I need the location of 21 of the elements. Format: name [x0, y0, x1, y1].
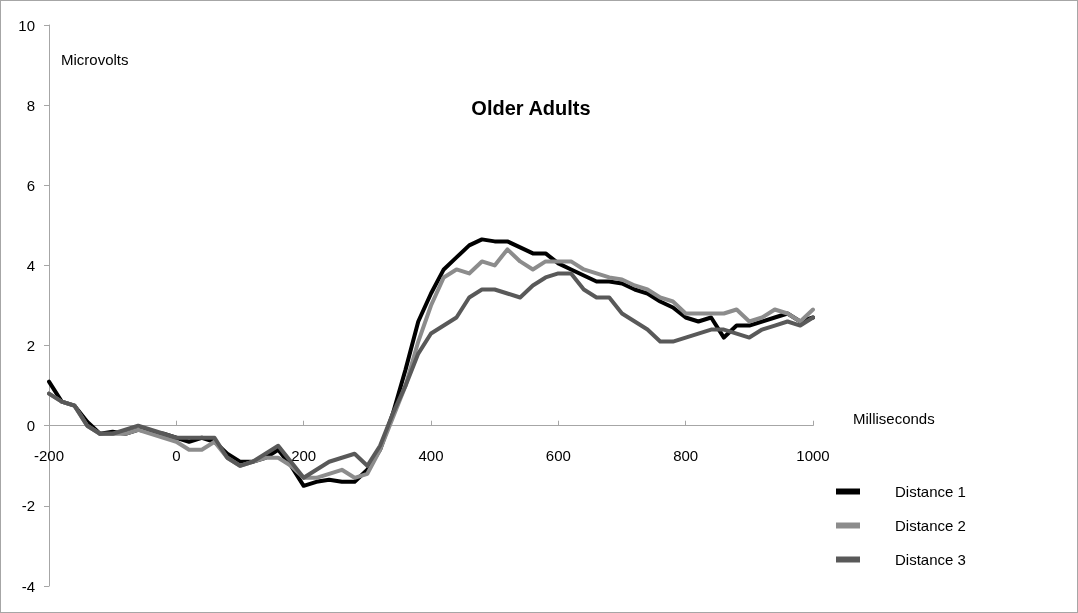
y-tick-label: 0	[26, 417, 35, 435]
legend-label: Distance 3	[895, 551, 966, 568]
y-tick-label: 10	[18, 16, 35, 34]
x-tick-label: -200	[33, 446, 65, 464]
y-tick-label: 4	[26, 256, 35, 274]
x-tick-label: 400	[418, 446, 444, 464]
x-tick-label: 1000	[796, 446, 830, 464]
y-tick-label: -4	[21, 577, 35, 595]
legend-label: Distance 2	[895, 517, 966, 534]
x-tick-label: 0	[172, 446, 181, 464]
x-tick-label: 200	[291, 446, 317, 464]
y-tick-label: -2	[21, 497, 35, 515]
legend-label: Distance 1	[895, 483, 966, 500]
y-tick-label: 2	[26, 337, 35, 355]
y-tick-label: 6	[26, 176, 35, 194]
text: Older Adults	[471, 97, 591, 119]
y-axis-title: Microvolts	[61, 51, 129, 68]
x-tick-label: 600	[545, 446, 571, 464]
x-tick-label: 800	[673, 446, 699, 464]
x-axis-title: Milliseconds	[853, 409, 935, 427]
y-tick-label: 8	[26, 96, 35, 114]
